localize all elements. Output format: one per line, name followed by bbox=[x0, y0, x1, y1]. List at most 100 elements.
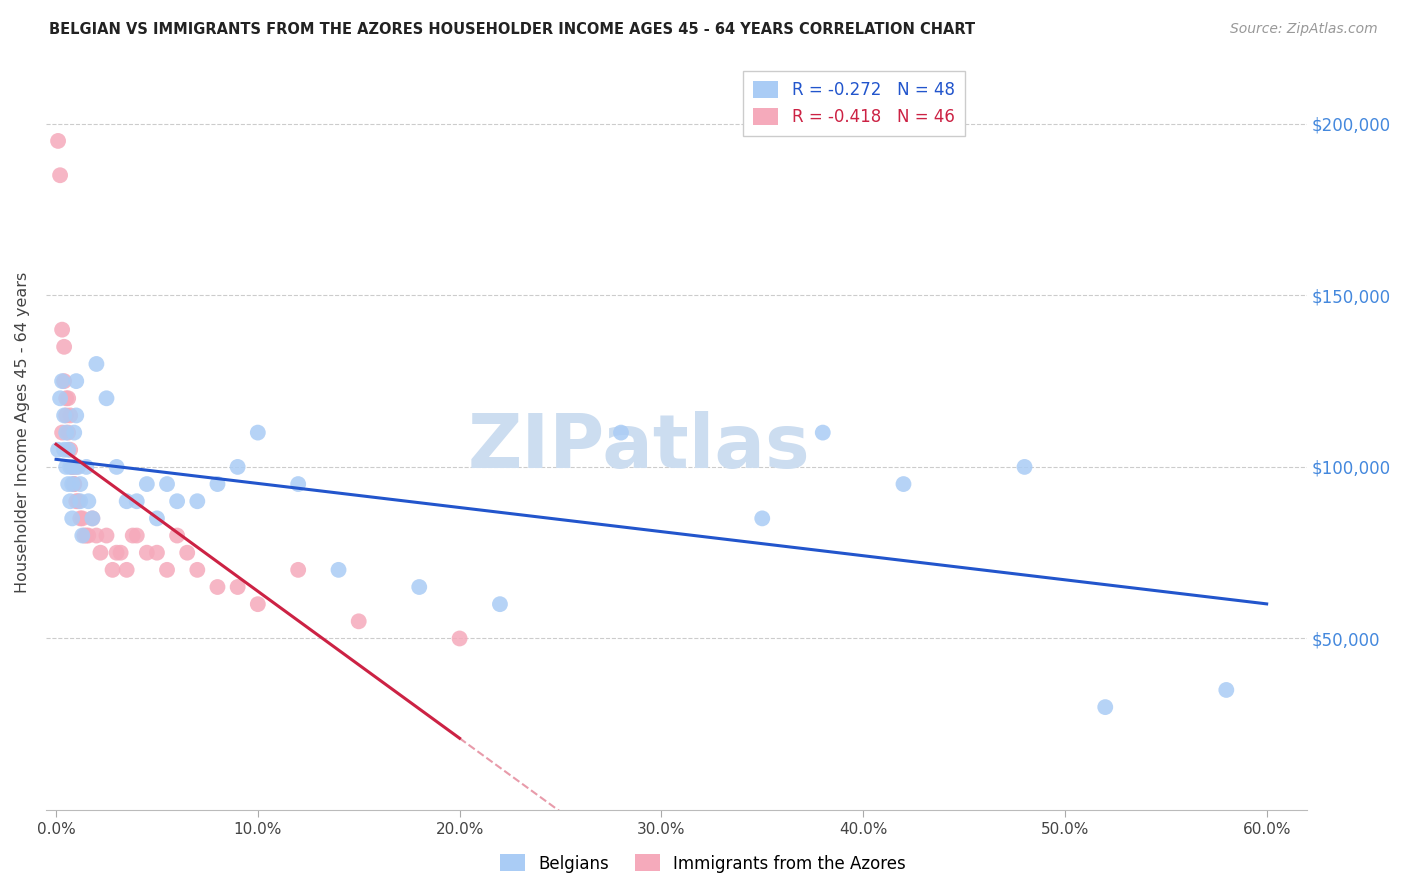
Point bbox=[449, 632, 471, 646]
Point bbox=[328, 563, 350, 577]
Point bbox=[96, 392, 118, 406]
Point bbox=[166, 528, 188, 542]
Point bbox=[893, 477, 915, 491]
Point bbox=[65, 459, 87, 474]
Point bbox=[53, 409, 76, 423]
Point bbox=[59, 494, 82, 508]
Point bbox=[287, 563, 309, 577]
Point bbox=[59, 409, 82, 423]
Point bbox=[60, 477, 83, 491]
Point bbox=[63, 425, 86, 440]
Point bbox=[610, 425, 633, 440]
Point bbox=[96, 528, 118, 542]
Point bbox=[63, 459, 86, 474]
Point bbox=[49, 392, 72, 406]
Point bbox=[69, 511, 91, 525]
Point bbox=[55, 392, 77, 406]
Point bbox=[207, 477, 229, 491]
Point bbox=[105, 459, 128, 474]
Point bbox=[63, 477, 86, 491]
Point bbox=[56, 392, 79, 406]
Point bbox=[53, 374, 76, 388]
Legend: R = -0.272   N = 48, R = -0.418   N = 46: R = -0.272 N = 48, R = -0.418 N = 46 bbox=[744, 71, 965, 136]
Point bbox=[60, 459, 83, 474]
Point bbox=[77, 528, 100, 542]
Point bbox=[166, 494, 188, 508]
Point bbox=[65, 494, 87, 508]
Text: BELGIAN VS IMMIGRANTS FROM THE AZORES HOUSEHOLDER INCOME AGES 45 - 64 YEARS CORR: BELGIAN VS IMMIGRANTS FROM THE AZORES HO… bbox=[49, 22, 976, 37]
Point bbox=[75, 528, 97, 542]
Point bbox=[115, 494, 138, 508]
Point bbox=[751, 511, 773, 525]
Point bbox=[489, 597, 512, 611]
Point bbox=[408, 580, 430, 594]
Point bbox=[89, 546, 111, 560]
Point bbox=[246, 597, 269, 611]
Point bbox=[207, 580, 229, 594]
Point bbox=[53, 442, 76, 457]
Y-axis label: Householder Income Ages 45 - 64 years: Householder Income Ages 45 - 64 years bbox=[15, 272, 30, 593]
Point bbox=[56, 477, 79, 491]
Point bbox=[53, 340, 76, 354]
Point bbox=[69, 494, 91, 508]
Point bbox=[125, 494, 148, 508]
Point bbox=[86, 357, 108, 371]
Point bbox=[226, 580, 249, 594]
Point bbox=[73, 528, 96, 542]
Point bbox=[51, 323, 73, 337]
Point bbox=[146, 511, 169, 525]
Point bbox=[46, 442, 69, 457]
Point bbox=[72, 511, 94, 525]
Point bbox=[67, 459, 90, 474]
Point bbox=[125, 528, 148, 542]
Point bbox=[67, 494, 90, 508]
Point bbox=[55, 459, 77, 474]
Point bbox=[77, 494, 100, 508]
Point bbox=[115, 563, 138, 577]
Point bbox=[75, 459, 97, 474]
Point bbox=[56, 442, 79, 457]
Point bbox=[186, 563, 208, 577]
Point bbox=[65, 374, 87, 388]
Point bbox=[226, 459, 249, 474]
Point bbox=[86, 528, 108, 542]
Point bbox=[121, 528, 143, 542]
Point bbox=[135, 477, 157, 491]
Point bbox=[156, 563, 179, 577]
Point bbox=[1014, 459, 1036, 474]
Point bbox=[51, 374, 73, 388]
Point bbox=[65, 409, 87, 423]
Point bbox=[56, 425, 79, 440]
Point bbox=[1215, 682, 1237, 697]
Point bbox=[82, 511, 104, 525]
Point bbox=[59, 442, 82, 457]
Point bbox=[105, 546, 128, 560]
Point bbox=[60, 511, 83, 525]
Point bbox=[49, 168, 72, 182]
Point bbox=[72, 528, 94, 542]
Point bbox=[287, 477, 309, 491]
Point bbox=[82, 511, 104, 525]
Point bbox=[176, 546, 198, 560]
Point bbox=[101, 563, 124, 577]
Point bbox=[55, 409, 77, 423]
Text: Source: ZipAtlas.com: Source: ZipAtlas.com bbox=[1230, 22, 1378, 37]
Point bbox=[1094, 700, 1116, 714]
Legend: Belgians, Immigrants from the Azores: Belgians, Immigrants from the Azores bbox=[494, 847, 912, 880]
Point bbox=[186, 494, 208, 508]
Point bbox=[46, 134, 69, 148]
Point bbox=[246, 425, 269, 440]
Point bbox=[135, 546, 157, 560]
Text: ZIPatlas: ZIPatlas bbox=[467, 411, 810, 484]
Point bbox=[146, 546, 169, 560]
Point bbox=[59, 459, 82, 474]
Point bbox=[63, 477, 86, 491]
Point bbox=[811, 425, 834, 440]
Point bbox=[347, 615, 370, 629]
Point bbox=[55, 425, 77, 440]
Point bbox=[110, 546, 132, 560]
Point bbox=[51, 425, 73, 440]
Point bbox=[156, 477, 179, 491]
Point bbox=[69, 477, 91, 491]
Point bbox=[60, 459, 83, 474]
